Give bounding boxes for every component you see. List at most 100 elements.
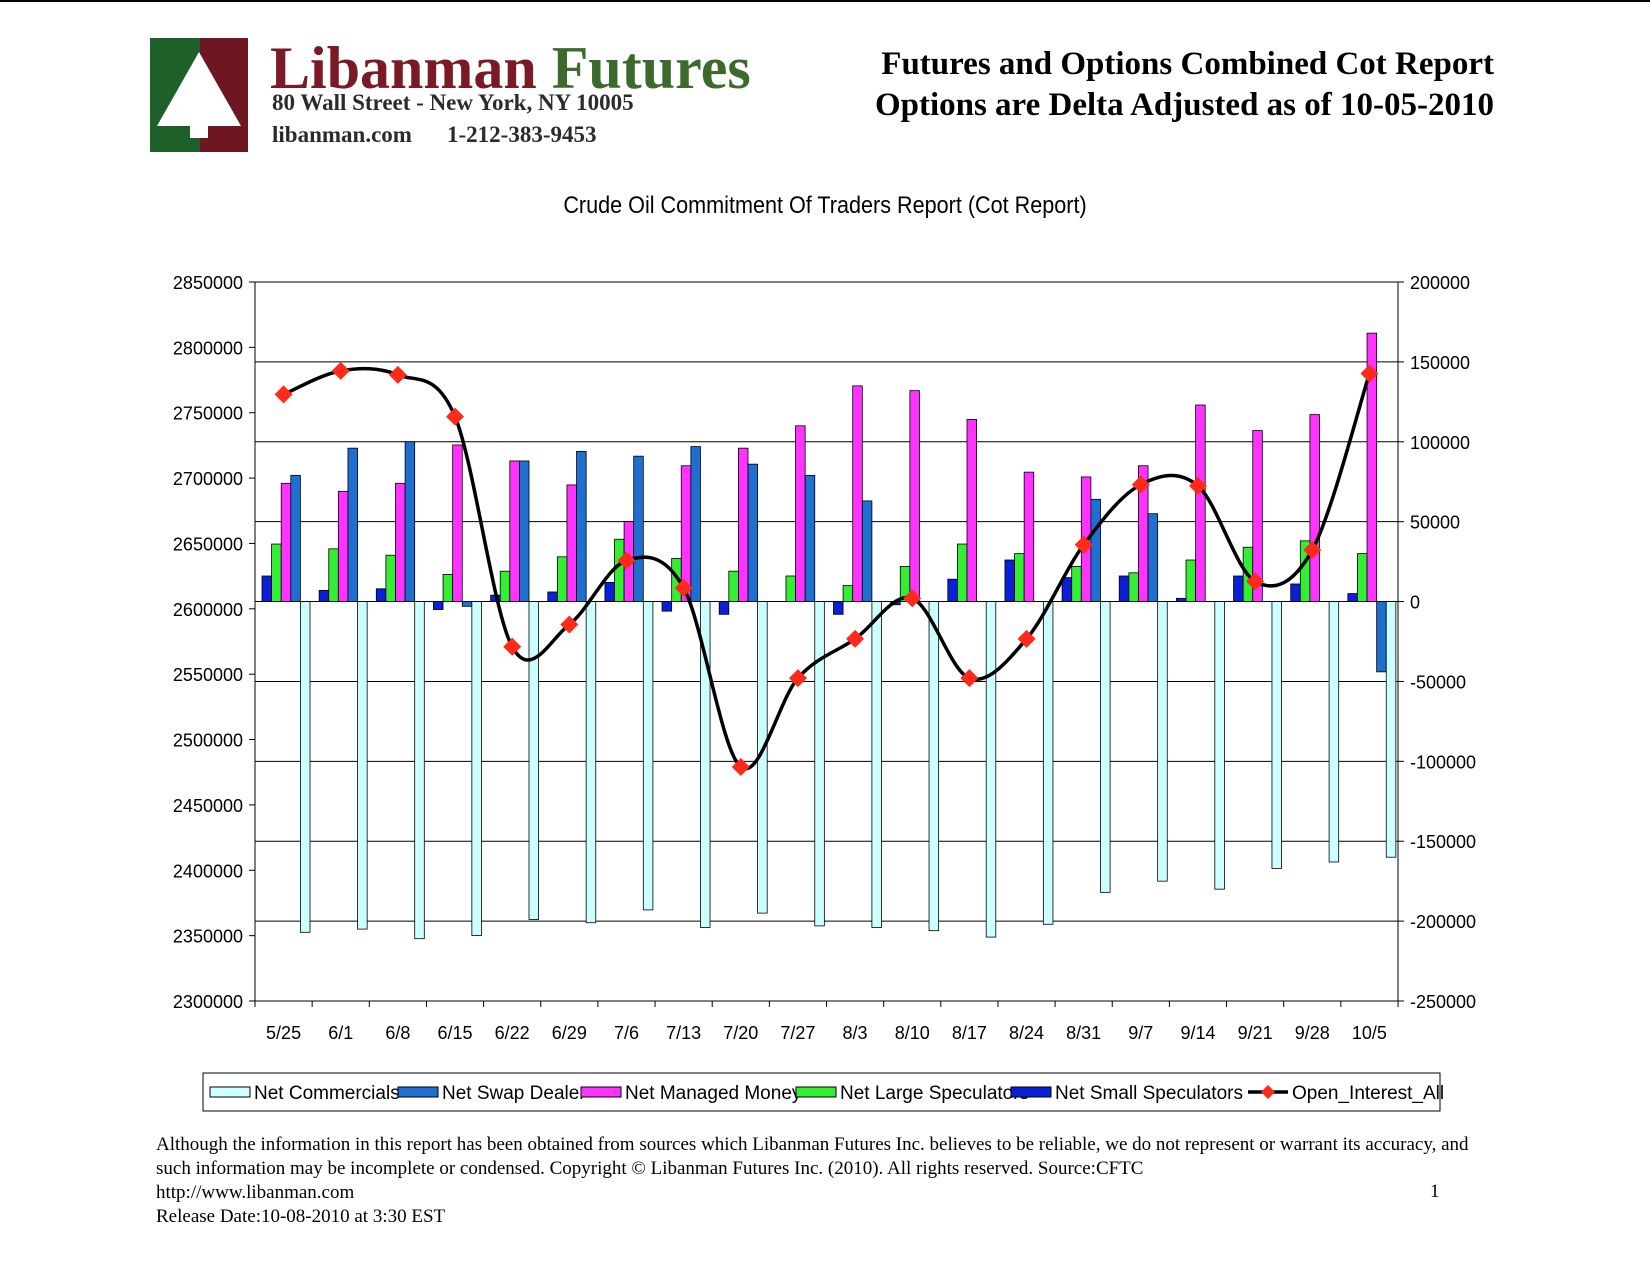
bar-net-swap-dealer (804, 474, 816, 602)
open-interest-marker (1017, 629, 1036, 648)
open-interest-marker (560, 615, 579, 634)
bar-net-swap-dealer (1090, 498, 1101, 602)
right-tick-label: 150000 (1410, 353, 1470, 373)
x-tick-label: 7/13 (666, 1023, 701, 1043)
brand-phone: 1-212-383-9453 (447, 122, 597, 147)
brand-name-part1: Libanman (270, 35, 537, 101)
left-tick-label: 2300000 (173, 992, 243, 1012)
footer: Although the information in this report … (156, 1133, 1486, 1229)
open-interest-marker (331, 361, 350, 380)
bar-net-managed-money (509, 460, 520, 602)
bar-net-small-speculators (604, 581, 615, 602)
bar-net-swap-dealer (861, 500, 873, 602)
brand-website: libanman.com (272, 122, 412, 147)
bar-net-commercials (528, 601, 540, 920)
x-tick-label: 5/25 (266, 1023, 301, 1043)
legend-label: Net Large Speculators (840, 1083, 1029, 1104)
bar-net-managed-money (280, 482, 292, 602)
right-tick-label: 0 (1410, 593, 1420, 613)
bar-net-commercials (1271, 601, 1282, 869)
bar-net-large-speculators (728, 570, 739, 602)
report-title: Futures and Options Combined Cot Report … (875, 44, 1494, 126)
bar-net-large-speculators (556, 556, 568, 602)
legend-label: Net Small Speculators (1055, 1083, 1243, 1104)
open-interest-marker (788, 669, 807, 688)
bar-net-commercials (1157, 601, 1168, 882)
open-interest-marker (503, 637, 522, 656)
bar-net-managed-money (337, 490, 349, 602)
legend-key-net-small-speculators (1010, 1086, 1052, 1098)
bar-net-commercials (1042, 601, 1054, 925)
bar-net-small-speculators (718, 601, 730, 615)
x-tick-label: 6/22 (495, 1023, 530, 1043)
bar-net-small-speculators (1004, 559, 1015, 602)
bar-net-commercials (1214, 601, 1225, 890)
right-tick-label: 50000 (1410, 513, 1460, 533)
legend-label: Net Commercials (254, 1083, 400, 1104)
x-tick-label: 8/24 (1009, 1023, 1044, 1043)
bar-net-large-speculators (614, 538, 625, 602)
legend-label: Net Managed Money (625, 1083, 802, 1104)
bar-net-swap-dealer (690, 446, 701, 602)
left-tick-label: 2400000 (173, 861, 243, 881)
x-tick-label: 9/21 (1238, 1023, 1273, 1043)
left-tick-label: 2550000 (173, 665, 243, 685)
bar-net-managed-money (395, 482, 406, 602)
bar-net-large-speculators (442, 573, 454, 602)
right-tick-label: -200000 (1410, 912, 1476, 932)
bar-net-managed-money (452, 444, 463, 602)
open-interest-marker (674, 578, 693, 597)
bar-net-small-speculators (318, 589, 330, 602)
bar-net-large-speculators (1071, 566, 1082, 602)
left-tick-label: 2600000 (173, 600, 243, 620)
right-tick-label: -50000 (1410, 672, 1466, 692)
tree-icon (157, 52, 241, 138)
bar-net-managed-money (795, 425, 806, 602)
bar-net-commercials (985, 601, 997, 938)
bar-net-managed-money (738, 447, 749, 602)
bar-net-swap-dealer (633, 455, 644, 602)
bar-net-managed-money (1195, 404, 1206, 602)
brand-address: 80 Wall Street - New York, NY 10005 (272, 90, 634, 115)
open-interest-marker (617, 551, 636, 570)
bar-net-managed-money (1366, 332, 1378, 602)
footer-url: http://www.libanman.com (156, 1182, 355, 1203)
right-tick-label: -100000 (1410, 752, 1476, 772)
bar-net-small-speculators (375, 588, 387, 602)
left-tick-label: 2850000 (173, 273, 243, 293)
bar-net-managed-money (1252, 430, 1263, 602)
bar-net-commercials (871, 601, 882, 928)
x-tick-label: 8/31 (1066, 1023, 1101, 1043)
legend-key-net-commercials (209, 1086, 251, 1098)
open-interest-marker (388, 365, 407, 384)
bar-net-small-speculators (833, 601, 844, 615)
bar-net-commercials (642, 601, 654, 911)
open-interest-marker (731, 757, 750, 776)
x-tick-label: 7/20 (723, 1023, 758, 1043)
x-tick-label: 6/1 (328, 1023, 353, 1043)
bar-net-commercials (299, 601, 311, 933)
bar-net-swap-dealer (404, 441, 416, 602)
bar-net-large-speculators (328, 548, 339, 602)
bar-net-swap-dealer (576, 450, 587, 602)
footer-release-date: Release Date:10-08-2010 at 3:30 EST (156, 1206, 446, 1227)
bar-net-large-speculators (1014, 553, 1025, 602)
bar-net-commercials (1100, 601, 1111, 893)
bar-net-commercials (471, 601, 482, 936)
bar-net-managed-money (1023, 471, 1035, 602)
report-title-line2: Options are Delta Adjusted as of 10-05-2… (874, 87, 1494, 123)
bar-net-swap-dealer (1147, 513, 1159, 602)
open-interest-marker (1246, 572, 1265, 591)
left-tick-label: 2350000 (173, 927, 243, 947)
bar-net-swap-dealer (747, 463, 759, 602)
bar-net-managed-money (566, 484, 577, 602)
left-tick-label: 2450000 (173, 796, 243, 816)
bar-net-large-speculators (271, 543, 282, 602)
left-tick-label: 2800000 (173, 338, 243, 358)
x-tick-label: 8/10 (895, 1023, 930, 1043)
right-tick-label: 100000 (1410, 433, 1470, 453)
x-tick-label: 9/14 (1180, 1023, 1215, 1043)
bar-net-small-speculators (1176, 597, 1187, 602)
legend-key-net-swap-dealer (397, 1086, 439, 1098)
x-tick-label: 6/29 (552, 1023, 587, 1043)
